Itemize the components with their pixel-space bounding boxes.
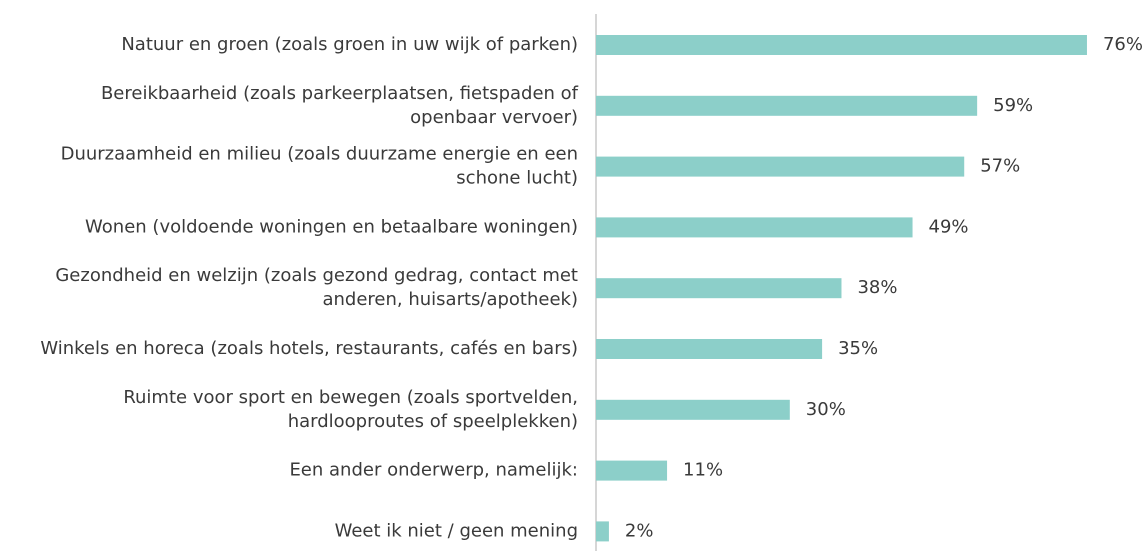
bar	[596, 460, 668, 481]
bar	[596, 35, 1087, 55]
bar	[596, 217, 913, 238]
bar	[596, 156, 965, 177]
bar	[596, 399, 790, 420]
category-label: Wonen (voldoende woningen en betaalbare …	[85, 216, 578, 237]
bar	[596, 521, 609, 542]
category-label: openbaar vervoer)	[410, 107, 578, 128]
value-label: 30%	[806, 399, 846, 420]
value-label: 49%	[929, 216, 969, 237]
value-label: 35%	[838, 338, 878, 359]
category-label: Duurzaamheid en milieu (zoals duurzame e…	[61, 144, 578, 165]
category-label: Een ander onderwerp, namelijk:	[289, 460, 578, 481]
category-label: Weet ik niet / geen mening	[335, 520, 578, 541]
bar	[596, 339, 823, 359]
category-label: Gezondheid en welzijn (zoals gezond gedr…	[55, 265, 578, 286]
category-label: hardlooproutes of speelplekken)	[288, 411, 578, 432]
value-label: 38%	[857, 277, 897, 298]
category-label: anderen, huisarts/apotheek)	[322, 289, 578, 310]
category-label: schone lucht)	[456, 168, 578, 189]
category-label: Ruimte voor sport en bewegen (zoals spor…	[123, 387, 578, 408]
bar	[596, 95, 978, 116]
bar	[596, 278, 842, 299]
value-label: 59%	[993, 95, 1033, 116]
category-label: Natuur en groen (zoals groen in uw wijk …	[121, 34, 578, 55]
value-label: 76%	[1103, 34, 1143, 55]
category-label: Bereikbaarheid (zoals parkeerplaatsen, f…	[101, 83, 579, 104]
value-label: 2%	[625, 520, 654, 541]
value-label: 57%	[980, 156, 1020, 177]
category-label: Winkels en horeca (zoals hotels, restaur…	[40, 338, 578, 359]
value-label: 11%	[683, 460, 723, 481]
